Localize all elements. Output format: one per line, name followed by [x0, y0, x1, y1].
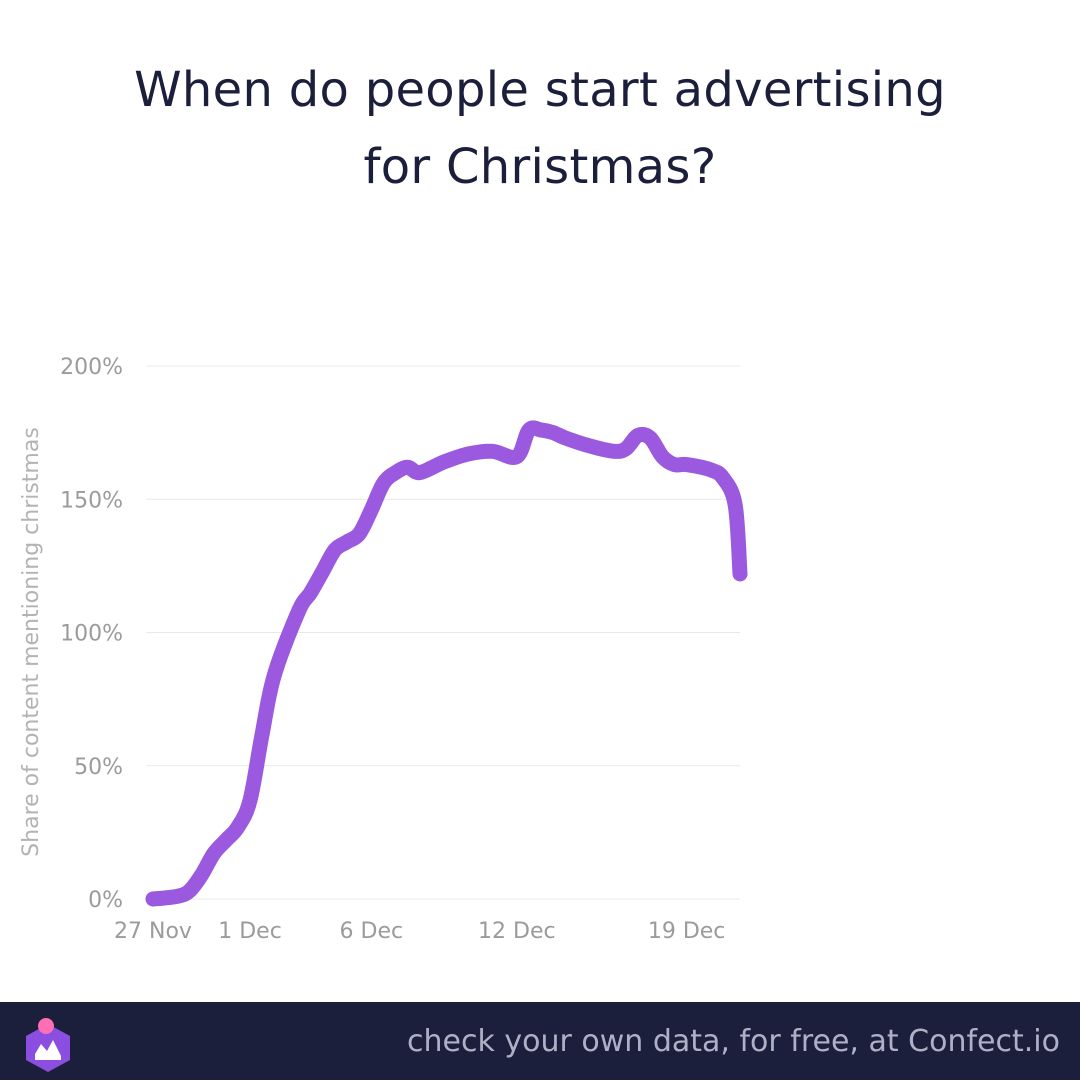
footer-bar: check your own data, for free, at Confec… — [0, 1002, 1080, 1080]
x-axis-ticks: 27 Nov 1 Dec 6 Dec 12 Dec 19 Dec — [114, 919, 725, 944]
y-tick-label: 50% — [74, 755, 123, 780]
y-axis-label: Share of content mentioning christmas — [19, 427, 44, 857]
footer-tagline[interactable]: check your own data, for free, at Confec… — [407, 1024, 1060, 1059]
chart-title: When do people start advertising for Chr… — [0, 52, 1080, 206]
x-tick-label: 1 Dec — [218, 919, 282, 944]
y-tick-label: 0% — [88, 888, 123, 913]
line-chart: 0% 50% 100% 150% 200% 27 Nov 1 Dec 6 Dec 12 Dec… — [19, 355, 748, 944]
y-axis-ticks: 0% 50% 100% 150% 200% — [60, 355, 123, 913]
chart-title-line-1: When do people start advertising — [134, 62, 946, 118]
x-tick-label: 6 Dec — [340, 919, 404, 944]
y-tick-label: 200% — [60, 355, 123, 380]
x-tick-label: 12 Dec — [478, 919, 556, 944]
series-line — [145, 420, 748, 907]
y-tick-label: 150% — [60, 488, 123, 513]
chart-title-line-2: for Christmas? — [363, 139, 717, 195]
gridlines — [146, 365, 740, 900]
y-tick-label: 100% — [60, 622, 123, 647]
x-tick-label: 27 Nov — [114, 919, 192, 944]
confect-logo-icon[interactable] — [22, 1016, 74, 1072]
x-tick-label: 19 Dec — [648, 919, 726, 944]
